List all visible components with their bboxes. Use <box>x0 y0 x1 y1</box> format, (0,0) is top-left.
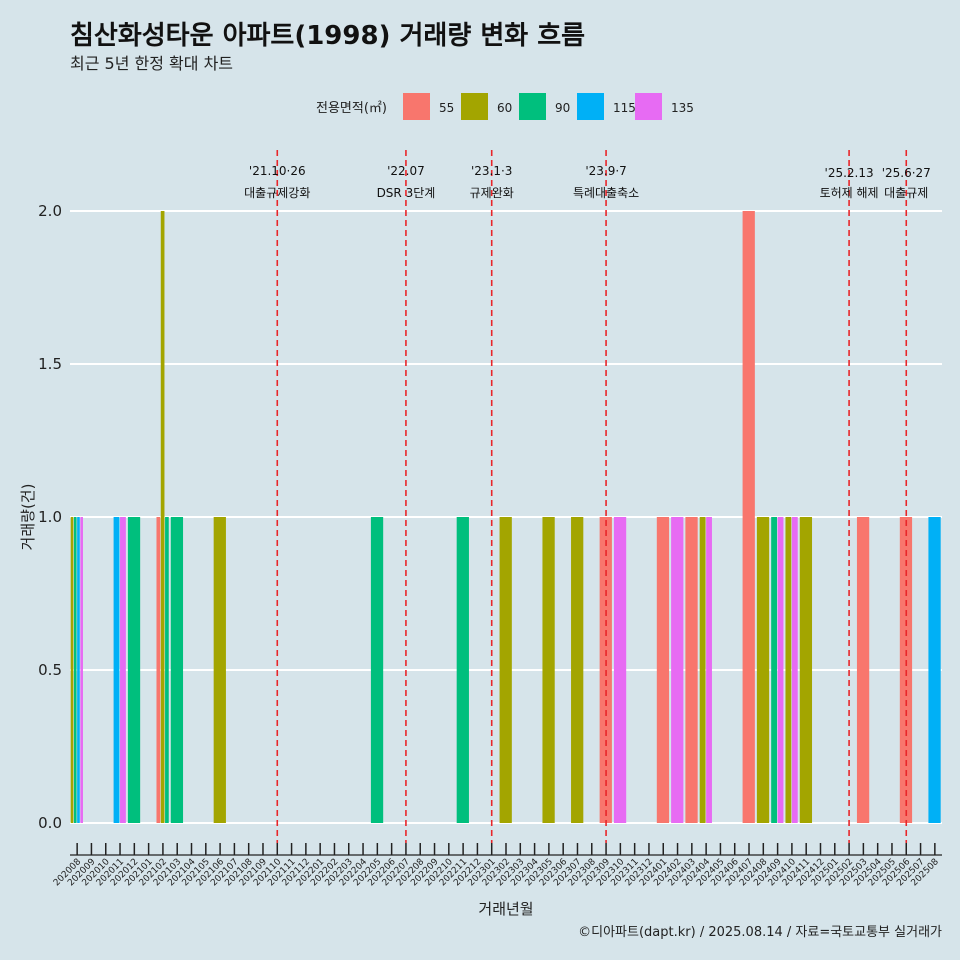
bar <box>706 517 712 823</box>
bar <box>127 517 141 823</box>
event-date: '21.10·26 <box>249 164 306 178</box>
bar <box>370 517 384 823</box>
bars <box>70 211 941 823</box>
bar <box>742 211 755 823</box>
event-markers: '21.10·26 대출규제강화 '22.07 DSR 3단계 '23.1·3 규제완화 '… <box>244 150 931 843</box>
bar <box>685 517 698 823</box>
bar <box>777 517 784 823</box>
bar <box>928 517 941 823</box>
legend-swatch <box>635 93 662 120</box>
caption: ©디아파트(dapt.kr) / 2025.08.14 / 자료=국토교통부 실… <box>578 925 942 940</box>
bar <box>785 517 792 823</box>
bar <box>113 517 120 823</box>
y-axis-title: 거래량(건) <box>19 484 37 551</box>
legend-swatch <box>461 93 488 120</box>
bar <box>656 517 670 823</box>
y-tick-label: 2.0 <box>38 202 62 220</box>
bar <box>856 517 870 823</box>
bar <box>160 211 165 823</box>
y-tick-label: 0.5 <box>38 661 62 679</box>
bar <box>613 517 627 823</box>
bar <box>799 517 813 823</box>
chart-subtitle: 최근 5년 한정 확대 차트 <box>70 54 233 73</box>
bar <box>120 517 126 823</box>
x-axis: 2020082020092020102020112020122021012021… <box>52 843 942 888</box>
bar <box>791 517 798 823</box>
legend-swatch <box>519 93 546 120</box>
y-tick-label: 0.0 <box>38 814 62 832</box>
event-label: 대출규제 <box>884 186 928 200</box>
bar <box>571 517 584 823</box>
bar <box>213 517 226 823</box>
bar <box>671 517 684 823</box>
legend-swatch <box>403 93 430 120</box>
bar <box>499 517 512 823</box>
bar <box>73 517 77 823</box>
legend-label: 55 <box>439 101 454 115</box>
bar <box>80 517 83 823</box>
event-label: DSR 3단계 <box>377 186 436 200</box>
bar <box>77 517 80 823</box>
bar <box>170 517 184 823</box>
event-date: '25.6·27 <box>882 166 931 180</box>
legend-label: 115 <box>613 101 636 115</box>
event-label: 규제완화 <box>470 186 514 200</box>
bar <box>542 517 555 823</box>
y-tick-label: 1.0 <box>38 508 62 526</box>
x-axis-title: 거래년월 <box>478 900 533 918</box>
legend-label: 60 <box>497 101 512 115</box>
bar <box>165 517 169 823</box>
bar <box>456 517 469 823</box>
event-label: 토허제 해제 <box>820 186 879 200</box>
legend-swatch <box>577 93 604 120</box>
event-date: '22.07 <box>387 164 425 178</box>
legend-title: 전용면적(㎡) <box>316 101 387 116</box>
bar <box>771 517 778 823</box>
y-axis-ticks: 0.0 0.5 1.0 1.5 2.0 <box>38 202 62 832</box>
bar <box>699 517 706 823</box>
event-label: 대출규제강화 <box>244 186 310 200</box>
bar <box>756 517 770 823</box>
event-date: '23.1·3 <box>471 164 512 178</box>
legend-label: 90 <box>555 101 570 115</box>
legend: 55 60 90 115 135 <box>403 93 694 120</box>
event-date: '25.2.13 <box>825 166 874 180</box>
event-label: 특례대출축소 <box>573 186 639 200</box>
legend-label: 135 <box>671 101 694 115</box>
bar <box>70 517 74 823</box>
chart-title: 침산화성타운 아파트(1998) 거래량 변화 흐름 <box>70 21 585 51</box>
event-date: '23.9·7 <box>585 164 626 178</box>
bar <box>156 517 161 823</box>
y-tick-label: 1.5 <box>38 355 62 373</box>
